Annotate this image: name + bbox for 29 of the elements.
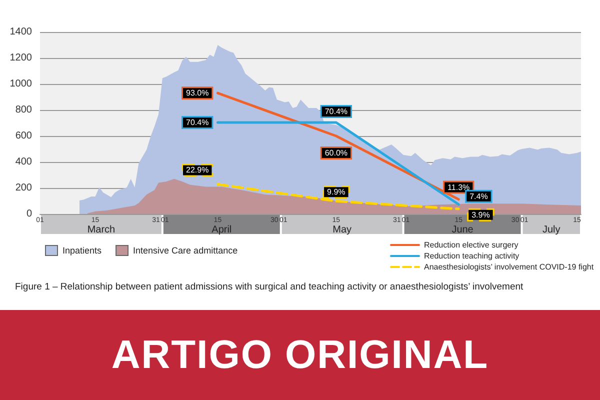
legend-label: Reduction elective surgery xyxy=(424,240,518,250)
data-label: 70.4% xyxy=(186,118,209,127)
data-label: 22.9% xyxy=(186,166,209,175)
text: Figure 1 – Relationship between patient admissions with surgical and teaching activity or anaesthesiologists’ involvement xyxy=(15,282,524,292)
y-tick-label: 1000 xyxy=(10,78,32,90)
data-label: 9.9% xyxy=(327,188,346,197)
text: July xyxy=(542,224,560,236)
data-label: 70.4% xyxy=(324,106,348,116)
text: ARTIGO ORIGINAL xyxy=(0,310,600,400)
y-tick-label: 1200 xyxy=(10,52,32,64)
y-tick-label: 600 xyxy=(15,130,32,142)
legend-label: Inpatients xyxy=(62,246,102,256)
y-tick-label: 1400 xyxy=(10,26,32,38)
text: May xyxy=(332,224,352,236)
y-tick-label: 200 xyxy=(15,182,32,194)
legend-label: Reduction teaching activity xyxy=(424,252,520,260)
legend-label: Anaesthesiologists’ involvement COVID-19 fight xyxy=(424,262,594,272)
data-label: 60.0% xyxy=(324,148,348,158)
legend-label: Intensive Care admittance xyxy=(133,246,238,256)
data-label: 93.0% xyxy=(186,88,209,98)
y-tick-label: 400 xyxy=(15,156,32,168)
text: June xyxy=(452,224,474,236)
data-label: 11.3% xyxy=(448,182,470,192)
text: April xyxy=(212,224,232,236)
y-tick-label: 0 xyxy=(26,208,32,220)
data-label: 3.9% xyxy=(472,210,490,220)
text: March xyxy=(87,224,116,236)
data-label: 7.4% xyxy=(470,192,488,201)
y-tick-label: 800 xyxy=(15,104,32,116)
